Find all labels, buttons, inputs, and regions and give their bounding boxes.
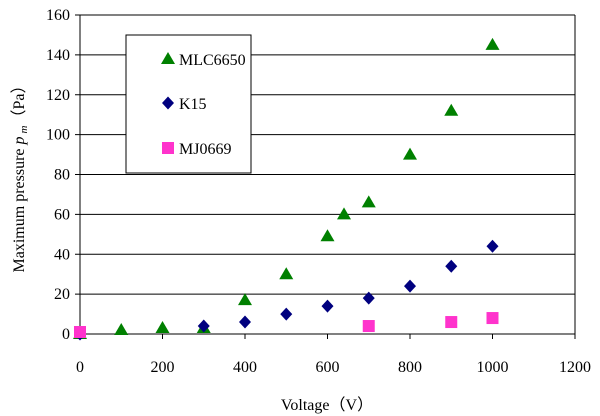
y-axis-title-symbol: p bbox=[11, 136, 28, 145]
y-axis-title-main: Maximum pressure bbox=[11, 144, 28, 272]
y-tick-label-4: 80 bbox=[54, 167, 70, 184]
y-axis-title-unit: （Pa） bbox=[10, 78, 28, 126]
point-1-4 bbox=[321, 299, 334, 313]
legend-marker-1 bbox=[162, 96, 174, 110]
legend: MLC6650 K15 MJ0669 bbox=[125, 34, 252, 174]
point-1-2 bbox=[239, 315, 251, 329]
y-axis-title-subscript: m bbox=[18, 125, 30, 133]
x-tick-label-6: 1200 bbox=[559, 359, 591, 376]
point-0-11 bbox=[485, 37, 500, 50]
point-0-6 bbox=[320, 229, 335, 242]
legend-marker-0 bbox=[161, 52, 175, 64]
point-0-9 bbox=[403, 147, 417, 160]
point-0-7 bbox=[337, 207, 351, 220]
point-0-1 bbox=[114, 323, 129, 336]
point-0-8 bbox=[361, 195, 376, 208]
point-2-2 bbox=[445, 316, 458, 329]
point-2-1 bbox=[362, 320, 375, 333]
y-tick-label-3: 60 bbox=[54, 206, 70, 223]
x-tick-label-4: 800 bbox=[398, 359, 422, 376]
point-0-5 bbox=[279, 267, 294, 280]
x-tick-label-2: 400 bbox=[233, 359, 257, 376]
y-tick-label-8: 160 bbox=[46, 7, 70, 24]
x-tick-label-0: 0 bbox=[76, 359, 84, 376]
point-0-2 bbox=[155, 321, 170, 334]
x-tick-label-3: 600 bbox=[316, 359, 340, 376]
legend-label-0: MLC6650 bbox=[179, 52, 246, 69]
y-tick-label-5: 100 bbox=[46, 127, 70, 144]
legend-marker-2 bbox=[162, 142, 174, 154]
point-2-0 bbox=[74, 326, 86, 339]
legend-label-1: K15 bbox=[179, 96, 207, 113]
x-axis-ticks: 0 200 400 600 800 1000 1200 bbox=[76, 334, 591, 376]
y-tick-label-2: 40 bbox=[54, 246, 70, 263]
point-2-3 bbox=[486, 312, 499, 325]
point-1-1 bbox=[197, 319, 210, 333]
point-0-4 bbox=[238, 293, 252, 306]
point-1-3 bbox=[280, 307, 293, 321]
legend-label-2: MJ0669 bbox=[179, 141, 231, 158]
y-tick-label-0: 0 bbox=[62, 326, 70, 343]
series-1 bbox=[74, 239, 499, 341]
legend-box bbox=[125, 34, 252, 174]
y-tick-label-7: 140 bbox=[46, 47, 70, 64]
x-tick-label-5: 1000 bbox=[477, 359, 509, 376]
point-1-7 bbox=[445, 259, 458, 273]
point-1-6 bbox=[404, 279, 416, 293]
series-2 bbox=[74, 312, 499, 339]
point-1-8 bbox=[486, 239, 499, 253]
y-tick-label-1: 20 bbox=[54, 286, 70, 303]
data-points bbox=[73, 37, 500, 341]
point-1-5 bbox=[362, 291, 375, 305]
y-axis-ticks: 0 20 40 60 80 100 120 140 160 bbox=[46, 7, 80, 343]
x-tick-label-1: 200 bbox=[151, 359, 175, 376]
x-axis-title: Voltage（V） bbox=[281, 396, 373, 414]
y-tick-label-6: 120 bbox=[46, 87, 70, 104]
y-axis-title: Maximum pressure pm（Pa） bbox=[10, 78, 30, 273]
point-0-10 bbox=[444, 103, 459, 116]
